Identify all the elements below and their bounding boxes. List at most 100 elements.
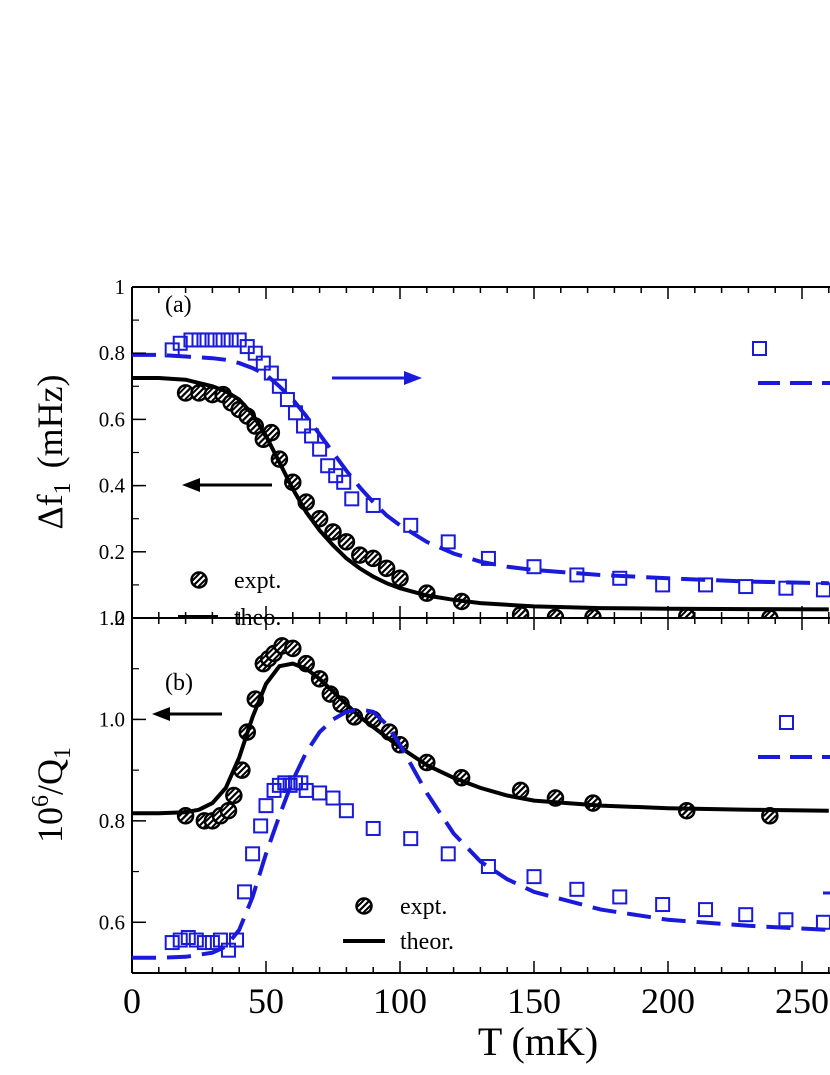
panel-a-square-point [440,534,456,550]
panel-b-circle-point [284,639,302,658]
panel-b-label: (b) [165,670,193,696]
panel-b-circle-point [233,761,251,779]
panel-b-square-point [612,889,628,905]
panel-b-circle-point [546,789,565,807]
panel-a-circle-point [337,533,356,551]
panel-a-solid-curve [132,376,829,612]
panel-a-circle-point [377,559,396,578]
panel-b-solid-curve [132,661,829,816]
panel-b-square-point [172,932,188,948]
legend-b: expt. theor. [343,894,454,955]
panel-b-square-point [253,818,269,834]
panel-b-ytick-label: 0.8 [99,809,125,833]
panel-b-square-point [738,907,754,923]
panel-b-square-point [277,775,293,791]
panel-b-ytick-label: 0.6 [99,910,125,934]
svg-text:Δf1(mHz): Δf1(mHz) [30,374,76,529]
panel-b-circle-point [219,801,238,820]
panel-b-ytick-label: 1.2 [99,606,125,630]
panel-b-ytick-label: 1.0 [99,707,125,731]
legend-b-theor: theor. [400,929,454,955]
svg-text:106/Q1: 106/Q1 [28,747,76,843]
panel-b-square-point [312,785,328,801]
panel-a-square-point [365,497,381,513]
panel-a-square-point [815,582,830,598]
panel-a-square-point [183,332,199,348]
panel-b-square-point [569,881,585,897]
panel-a-circle-point [324,523,342,541]
panel-a-ytick-label: 0.8 [99,341,125,365]
panel-b-square-point [271,777,287,793]
panel-a-dashed-curve [132,352,829,586]
panel-a-square-point [336,474,352,490]
panel-a-square-point [279,392,295,408]
panel-b-square-point [237,884,253,900]
y-axis-title-a: Δf1(mHz) [30,374,76,529]
panel-a-circle-point [190,384,208,402]
panel-b-square-point [778,912,794,928]
panel-b-square-point [258,798,274,814]
panel-b-square-point [266,782,282,798]
panel-a-square-point [207,332,223,348]
panel-a-ytick-label: 0.4 [99,474,126,498]
panel-a-circle-point [351,546,369,564]
panel-b-square-point [188,932,204,948]
panel-a-square-point [271,378,287,394]
legend-b-expt: expt. [400,894,447,920]
panel-a-label: (a) [165,292,192,318]
panel-a-square-point [172,335,188,351]
panel-b-square-point [245,846,261,862]
panel-a-ytick-label: 1 [115,275,126,299]
panel-a-square-point [223,332,239,348]
panel-a-square-point [255,355,271,371]
legend-a-expt: expt. [234,568,281,594]
x-axis-title: T (mK) [478,1019,598,1064]
panel-b-circle-point [678,801,696,820]
right-legend-a [752,341,830,385]
x-tick-label: 100 [373,981,427,1021]
panel-a-square-point [215,332,231,348]
panel-b: 0.6 0.8 1.0 1.2 0 50 100 150 200 250 (b) expt. t… [28,606,830,1064]
panel-b-square-point [164,935,180,951]
panel-a-square-point [344,491,360,507]
panel-b-square-point [815,914,830,930]
panel-a-ytick-label: 0.2 [99,540,125,564]
panel-a-square-point [312,441,328,457]
panel-a-circle-point [678,607,696,618]
panel-a-square-point [296,418,312,434]
left-arrow-b [152,707,222,721]
panel-a-square-point [698,577,714,593]
panel-a-square-point [655,577,671,593]
panel-b-square-point [196,935,212,951]
panel-a-circle-point [511,605,530,618]
panel-a-circle-point [364,549,382,568]
panel-a-ytick-label: 0.6 [99,407,125,431]
panel-b-square-point [440,846,456,862]
panel-b-square-point [325,790,341,806]
panel-a-square-point [191,332,207,348]
panel-b-square-point [526,869,542,885]
panel-a-ytick-label: 0 [115,606,126,630]
panel-b-circle-point [225,786,243,805]
x-tick-label: 250 [775,981,829,1021]
left-arrow-a [182,478,272,492]
panel-b-square-point [180,930,196,945]
panel-b-dashed-curve [132,707,829,960]
x-tick-label: 200 [641,981,695,1021]
panel-b-square-point [204,935,220,951]
panel-a-square-point [738,579,754,595]
panel-b-square-point [403,831,419,847]
right-arrow-a [332,371,422,385]
panel-a-circle-point [391,569,409,588]
panel-b-square-point [338,803,354,819]
panel-b-square-point [655,897,671,913]
panel-b-square-point [365,820,381,836]
x-tick-label: 150 [507,981,561,1021]
panel-a-square-point [526,559,542,575]
y-axis-title-b: 106/Q1 [28,747,76,843]
panel-a-square-point [778,580,794,596]
panel-a-square-point [247,345,263,361]
panel-a-square-point [612,570,628,586]
panel-b-square-point [698,902,714,918]
